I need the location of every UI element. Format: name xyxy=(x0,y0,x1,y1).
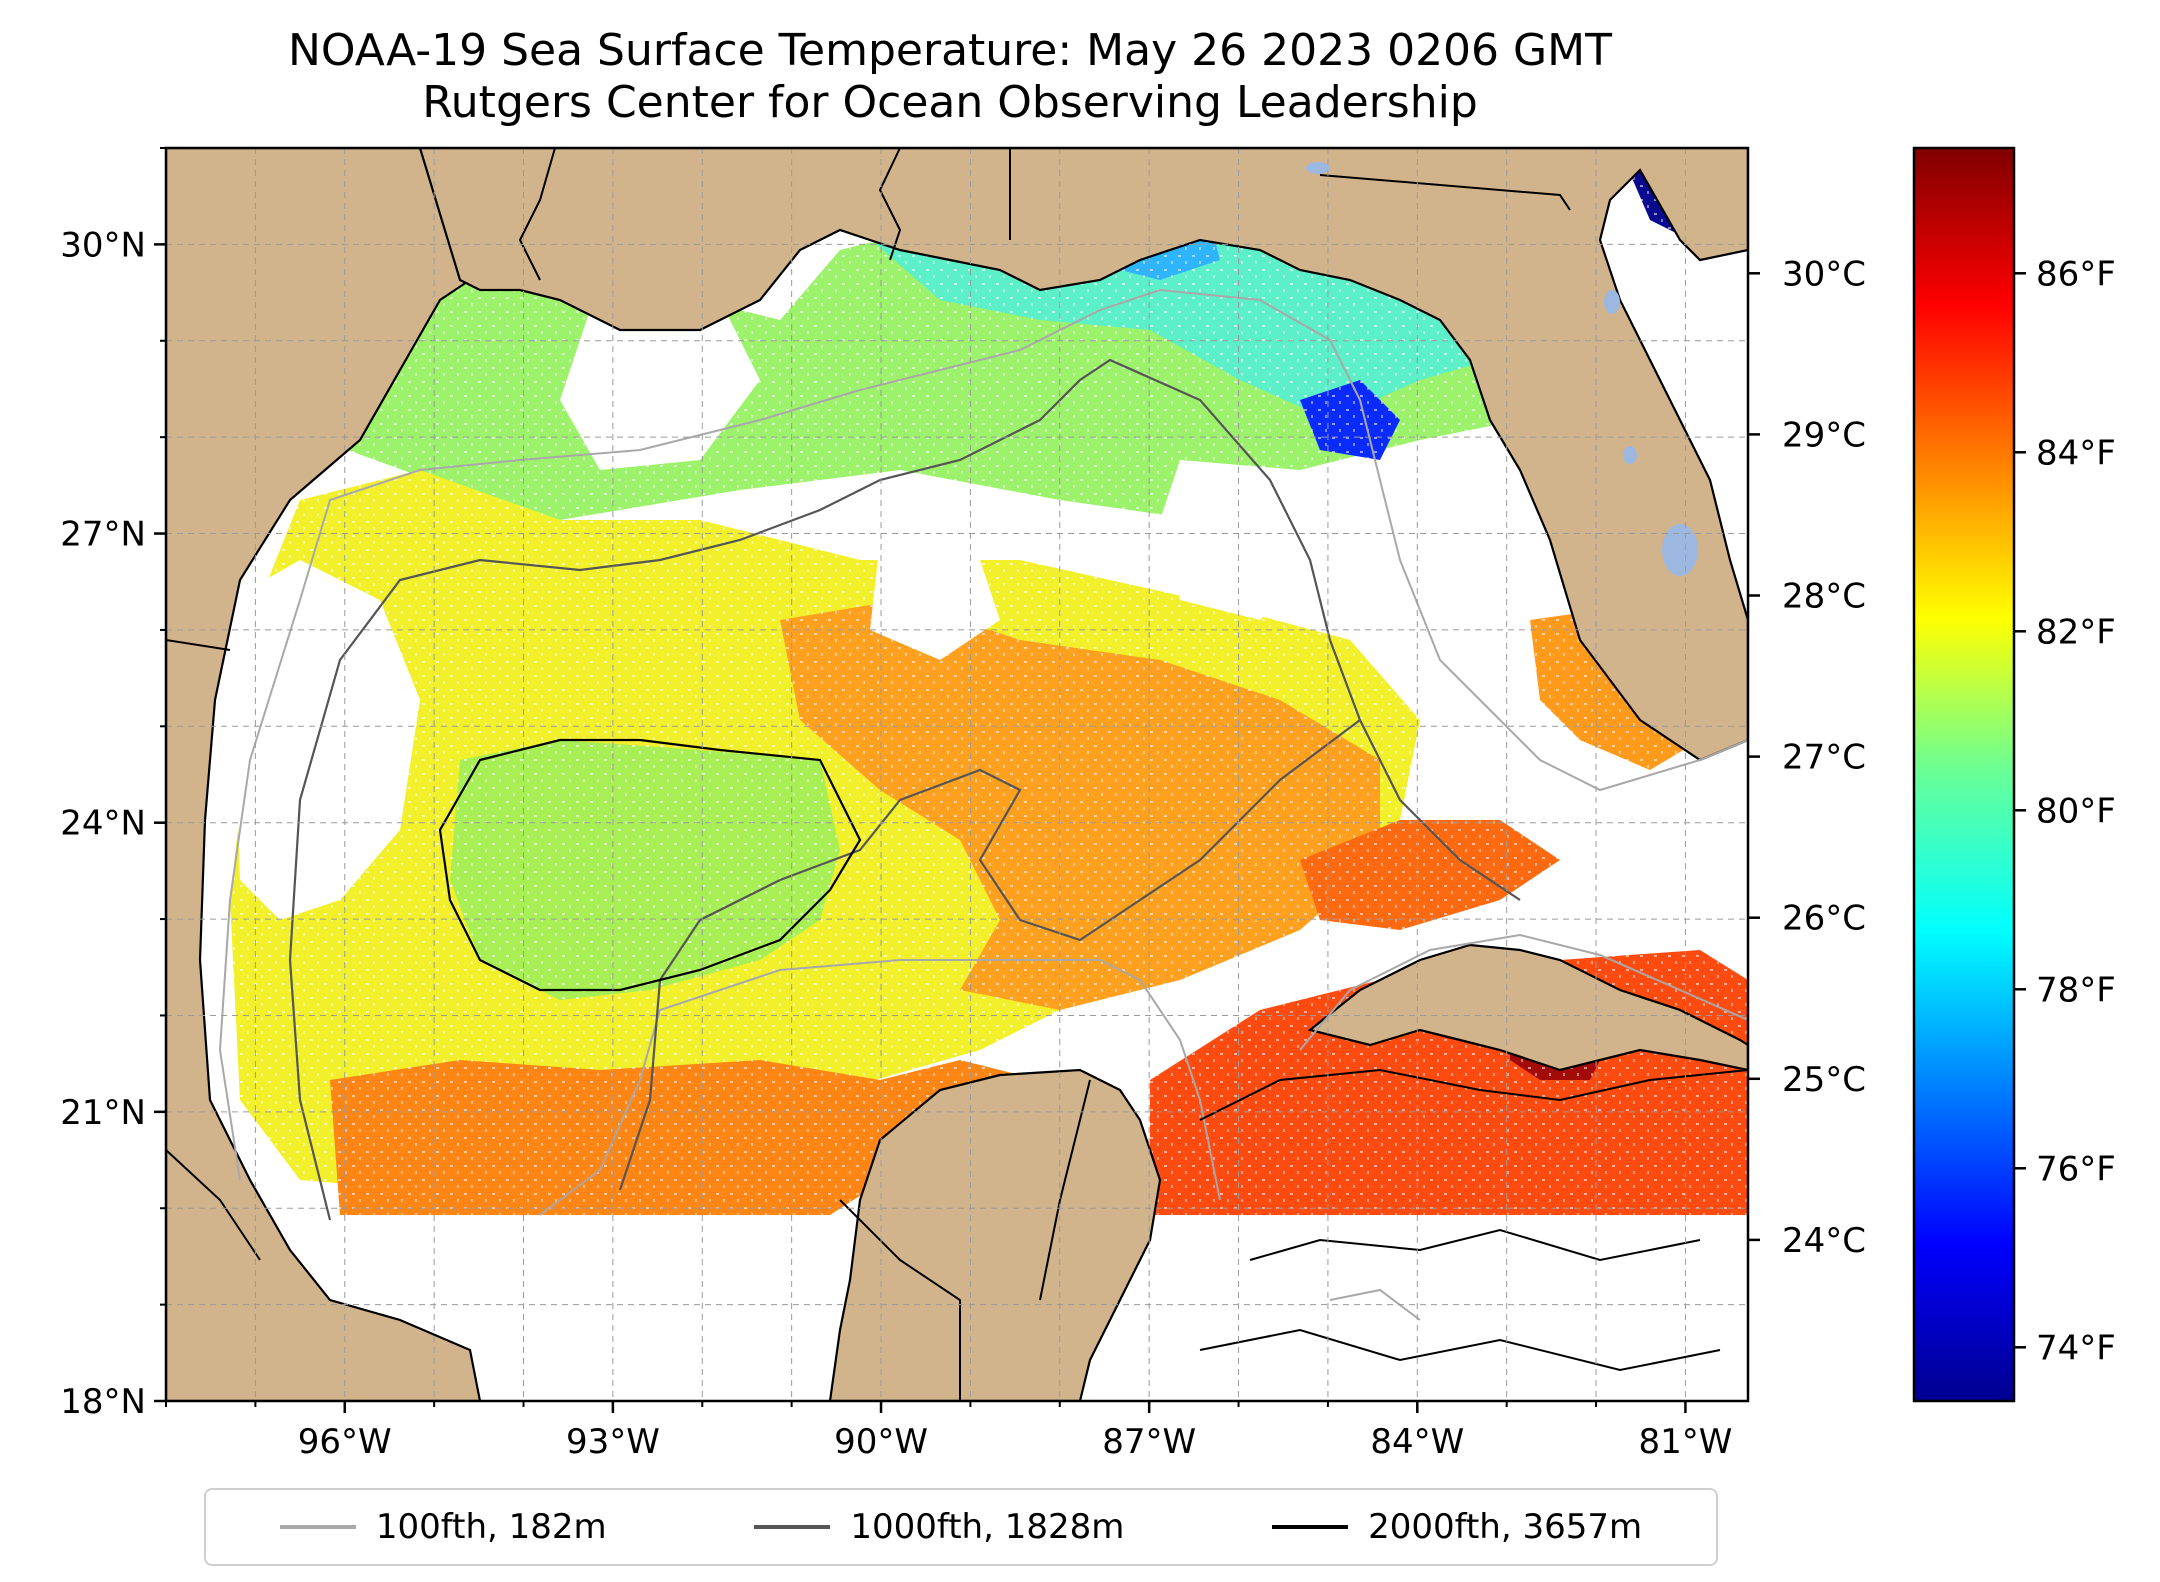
colorbar-c-label: 25°C xyxy=(1782,1060,1866,1100)
border-mexico-1 xyxy=(166,639,231,651)
cloud-gap-north xyxy=(560,280,760,470)
colorbar-fahrenheit-axis: 74°F 76°F 78°F 80°F 82°F 84°F 86°F xyxy=(2014,254,2116,1368)
legend-swatch-2000fth xyxy=(1272,1525,1349,1529)
lake-pontchartrain xyxy=(1306,162,1330,174)
cloud-gap-west xyxy=(230,560,420,920)
legend-label-1000fth: 1000fth, 1828m xyxy=(850,1507,1125,1547)
colorbar-c-label: 26°C xyxy=(1782,899,1866,939)
lat-tick-label: 24°N xyxy=(60,804,146,844)
longitude-axis: 96°W 93°W 90°W 87°W 84°W 81°W xyxy=(165,1401,1732,1462)
border-mexico-2 xyxy=(166,1149,261,1261)
border-line-1 xyxy=(518,148,556,281)
legend-item-100fth: 100fth, 182m xyxy=(279,1507,607,1547)
contour-1000fth xyxy=(288,358,1521,1221)
land xyxy=(166,148,1748,1401)
colorbar-c-label: 28°C xyxy=(1782,577,1866,617)
legend-label-100fth: 100fth, 182m xyxy=(375,1507,607,1547)
latitude-axis: 18°N 21°N 24°N 27°N 30°N xyxy=(60,147,166,1422)
lat-tick-label: 18°N xyxy=(60,1382,146,1422)
borders xyxy=(166,148,1571,1401)
colorbar-f-label: 76°F xyxy=(2036,1149,2116,1189)
lakes xyxy=(1306,162,1698,576)
lon-tick-label: 96°W xyxy=(298,1422,392,1462)
map-title: NOAA-19 Sea Surface Temperature: May 26 … xyxy=(288,25,1612,76)
colorbar-f-label: 78°F xyxy=(2036,970,2116,1010)
legend-swatch-1000fth xyxy=(754,1525,831,1529)
lake-okeechobee xyxy=(1662,524,1698,576)
land-us-gulf-coast xyxy=(418,148,1748,762)
colorbar-f-label: 74°F xyxy=(2036,1328,2116,1368)
colorbar-celsius-axis: 24°C 25°C 26°C 27°C 28°C 29°C 30°C xyxy=(1748,254,1866,1261)
land-yucatan xyxy=(828,1068,1162,1401)
colorbar-c-label: 30°C xyxy=(1782,254,1866,294)
bathymetry-legend: 100fth, 182m 1000fth, 1828m 2000fth, 365… xyxy=(204,1488,1718,1566)
contour-cuba-2000 xyxy=(1199,1068,1748,1372)
colorbar-f-label: 86°F xyxy=(2036,254,2116,294)
colorbar-c-label: 27°C xyxy=(1782,738,1866,778)
cloud-gap-central xyxy=(870,540,1000,660)
lake-small-1 xyxy=(1604,290,1620,314)
border-line-4 xyxy=(1319,174,1571,211)
border-yucatan-1 xyxy=(839,1199,961,1401)
border-yucatan-2 xyxy=(1039,1079,1091,1301)
contour-2000fth xyxy=(438,738,862,992)
lat-tick-label: 21°N xyxy=(60,1093,146,1133)
lat-tick-label: 30°N xyxy=(60,225,146,265)
legend-item-2000fth: 2000fth, 3657m xyxy=(1272,1507,1642,1547)
colorbar-c-label: 24°C xyxy=(1782,1221,1866,1261)
colorbar xyxy=(1912,146,2016,1403)
contour-100fth xyxy=(218,288,1748,1216)
map-subtitle: Rutgers Center for Ocean Observing Leade… xyxy=(422,77,1478,128)
lon-tick-label: 93°W xyxy=(566,1422,660,1462)
colorbar-f-label: 84°F xyxy=(2036,433,2116,473)
land-cuba xyxy=(1307,943,1748,1072)
lon-tick-label: 90°W xyxy=(834,1422,928,1462)
map-frame xyxy=(164,146,1750,1403)
border-line-2 xyxy=(878,148,902,261)
bathymetry-contours xyxy=(218,288,1748,1372)
colorbar-f-label: 82°F xyxy=(2036,612,2116,652)
legend-swatch-100fth xyxy=(279,1525,356,1529)
legend-label-2000fth: 2000fth, 3657m xyxy=(1368,1507,1643,1547)
cloud-gap-east xyxy=(1560,800,1748,900)
contour-cuba-100 xyxy=(1299,933,1748,1321)
land-texas-mexico-west xyxy=(166,148,482,1401)
colorbar-c-label: 29°C xyxy=(1782,415,1866,455)
lat-tick-label: 27°N xyxy=(60,515,146,555)
lon-tick-label: 81°W xyxy=(1638,1422,1732,1462)
map-area xyxy=(166,148,1748,1401)
lon-tick-label: 87°W xyxy=(1102,1422,1196,1462)
lon-tick-label: 84°W xyxy=(1370,1422,1464,1462)
colorbar-f-label: 80°F xyxy=(2036,791,2116,831)
legend-item-1000fth: 1000fth, 1828m xyxy=(754,1507,1124,1547)
lake-small-2 xyxy=(1623,446,1637,464)
